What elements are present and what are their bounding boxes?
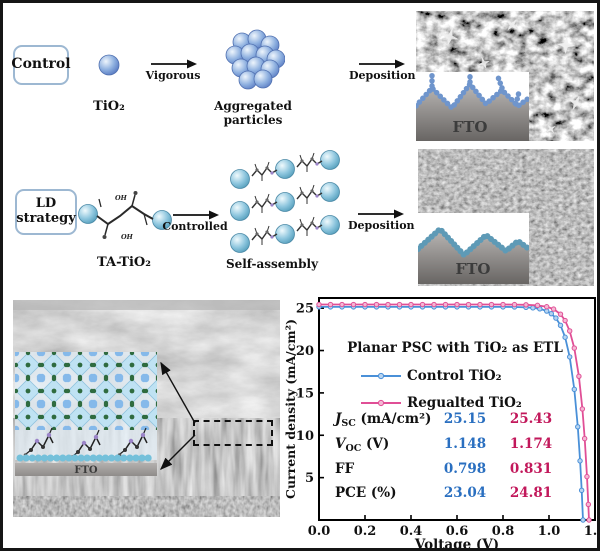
y-tick-label: 10 bbox=[296, 429, 314, 444]
ta-tio2-molecule: OH OH bbox=[78, 191, 172, 241]
chart-title: Planar PSC with TiO₂ as ETL bbox=[347, 340, 563, 356]
control-label: Control bbox=[11, 56, 71, 73]
x-tick-label: 0.2 bbox=[354, 524, 377, 539]
controlled-arrow bbox=[173, 210, 219, 220]
legend-entry: Regualted TiO₂ bbox=[407, 395, 522, 411]
deposition-arrow-control-label: Deposition bbox=[349, 69, 416, 82]
y-axis-label: Current density (mA/cm²) bbox=[283, 319, 298, 499]
roi-connector-arrows bbox=[160, 361, 196, 470]
perovskite-structure-inset: FTO bbox=[15, 352, 157, 476]
ta-tio2-label: TA-TiO₂ bbox=[97, 255, 151, 270]
control-label-box: Control bbox=[11, 45, 71, 85]
perovskite-lattice bbox=[15, 352, 157, 430]
controlled-arrow-label: Controlled bbox=[162, 220, 228, 233]
deposition-arrow-control bbox=[359, 59, 405, 69]
param-value-regulated: 25.43 bbox=[510, 411, 552, 427]
x-tick-label: 0.6 bbox=[446, 524, 469, 539]
aggregated-tio2-layer bbox=[416, 72, 529, 113]
param-value-regulated: 1.174 bbox=[510, 436, 552, 452]
x-tick-label: 0.8 bbox=[492, 524, 515, 539]
ld-label-line2: strategy bbox=[16, 211, 76, 226]
aggregated-particles bbox=[225, 29, 285, 90]
y-tick-label: 5 bbox=[305, 471, 314, 486]
param-value-control: 23.04 bbox=[444, 485, 486, 501]
param-label: FF bbox=[335, 461, 355, 477]
param-value-regulated: 0.831 bbox=[510, 461, 552, 477]
y-tick-label: 20 bbox=[296, 344, 314, 359]
param-value-control: 1.148 bbox=[444, 436, 486, 452]
x-tick-label: 1.2 bbox=[584, 524, 600, 539]
svg-text:OH: OH bbox=[115, 194, 128, 202]
ld-strategy-label-box: LD strategy bbox=[15, 189, 77, 235]
param-label: JSC (mA/cm²) bbox=[332, 411, 431, 429]
param-value-regulated: 24.81 bbox=[510, 485, 552, 501]
x-tick-label: 1.0 bbox=[538, 524, 561, 539]
param-value-control: 25.15 bbox=[444, 411, 486, 427]
fto-inset-regulated: FTO bbox=[418, 213, 529, 284]
tio2-sphere bbox=[98, 54, 120, 76]
x-tick-label: 0.0 bbox=[308, 524, 331, 539]
y-tick-label: 15 bbox=[296, 386, 314, 401]
fto-label-control: FTO bbox=[453, 118, 488, 136]
dashed-roi-box bbox=[193, 420, 273, 446]
conformal-tio2-layer bbox=[418, 224, 529, 260]
star-particles bbox=[441, 19, 584, 134]
vigorous-arrow bbox=[151, 59, 197, 69]
aggregated-particles-label: Aggregated particles bbox=[214, 99, 292, 127]
y-tick-label: 25 bbox=[296, 302, 314, 317]
param-label: VOC (V) bbox=[335, 436, 389, 454]
param-label: PCE (%) bbox=[335, 485, 397, 501]
jv-chart: 5 10 15 20 25 0.0 0.2 0.4 0.6 0.8 1.0 1.2 Current de… bbox=[283, 297, 600, 551]
self-assembly-diagram bbox=[230, 150, 340, 253]
vigorous-arrow-label: Vigorous bbox=[145, 69, 201, 82]
ld-label-line1: LD bbox=[35, 196, 57, 212]
svg-text:OH: OH bbox=[121, 233, 134, 241]
self-assembly-label: Self-assembly bbox=[225, 257, 319, 271]
param-value-control: 0.798 bbox=[444, 461, 486, 477]
fto-inset-control: FTO bbox=[416, 72, 529, 141]
x-axis-label: Voltage (V) bbox=[414, 537, 499, 551]
deposition-arrow-ld-label: Deposition bbox=[348, 219, 415, 232]
tio2-label: TiO₂ bbox=[93, 99, 125, 114]
fto-label-inset: FTO bbox=[74, 465, 98, 476]
x-tick-label: 0.4 bbox=[400, 524, 423, 539]
legend-entry: Control TiO₂ bbox=[407, 368, 502, 384]
deposition-arrow-ld bbox=[358, 209, 404, 219]
fto-label-regulated: FTO bbox=[456, 260, 491, 278]
